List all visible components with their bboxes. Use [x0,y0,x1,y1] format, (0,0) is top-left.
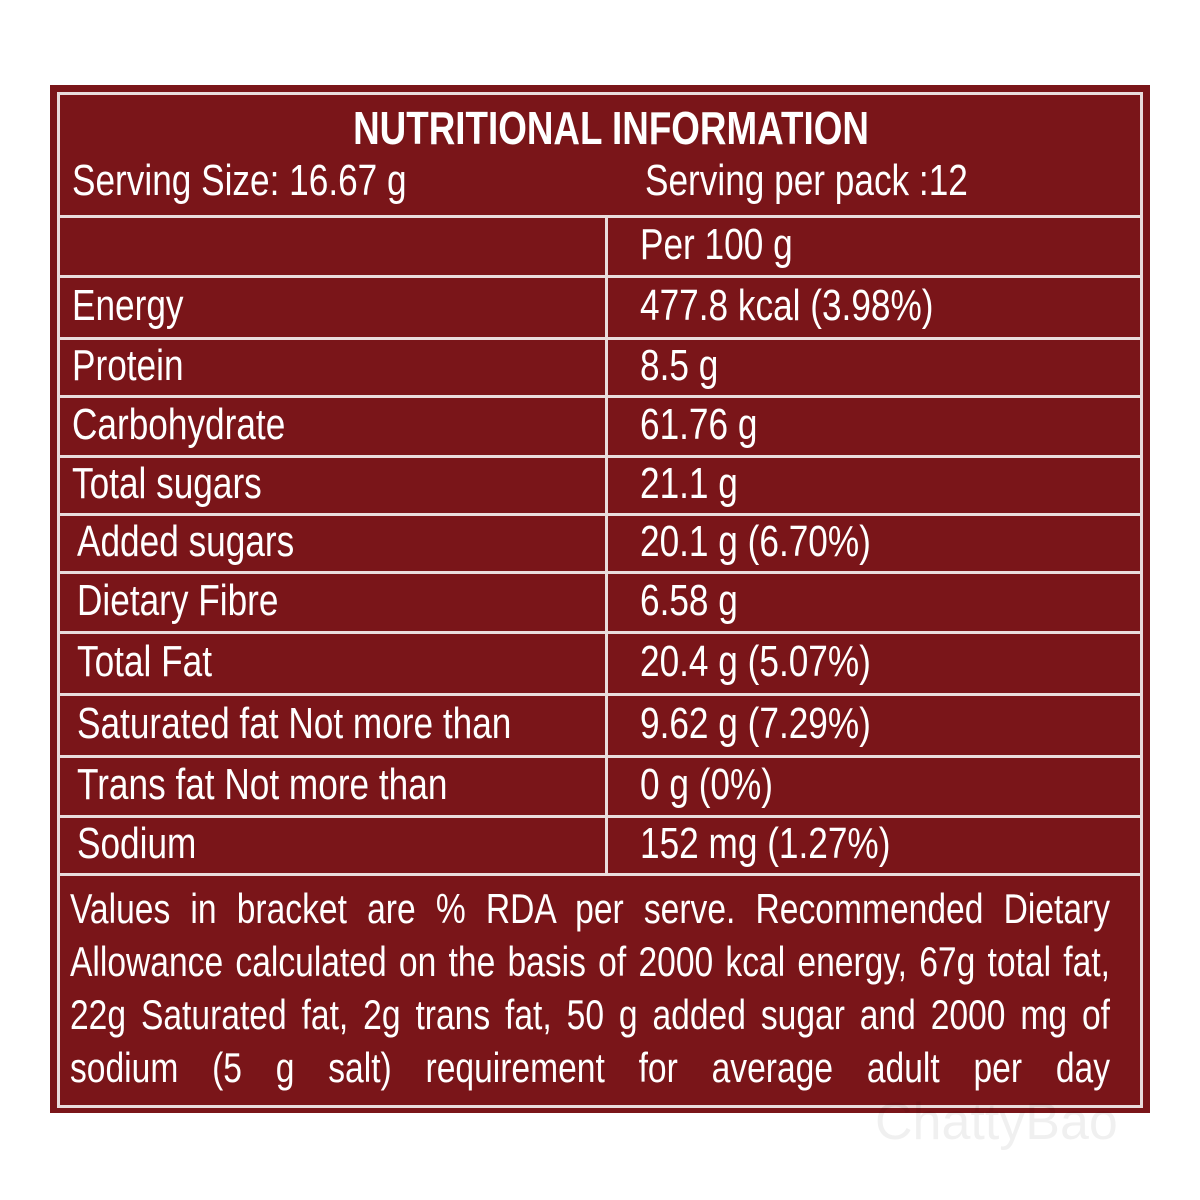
nutrient-name: Total sugars [72,459,262,508]
footnote-line: sodium (5 g salt) requirement for averag… [70,1044,1110,1091]
servings-per-pack: Serving per pack :12 [645,156,968,205]
nutrient-value: 8.5 g [640,341,719,390]
nutrition-panel: NUTRITIONAL INFORMATION Serving Size: 16.… [50,85,1150,1113]
row-divider [57,275,1143,278]
footnote-line: Allowance calculated on the basis of 200… [70,938,1110,985]
nutrient-name: Dietary Fibre [77,576,279,625]
nutrient-name: Sodium [77,819,197,868]
row-divider [57,693,1143,696]
serving-size: Serving Size: 16.67 g [72,156,407,205]
footnote-line: 22g Saturated fat, 2g trans fat, 50 g ad… [70,991,1110,1038]
row-divider [57,815,1143,818]
nutrient-value: 61.76 g [640,400,758,449]
row-divider [57,337,1143,340]
nutrient-name: Protein [72,341,184,390]
nutrient-name: Carbohydrate [72,400,286,449]
row-divider [57,571,1143,574]
row-divider [57,513,1143,516]
nutrient-value: 477.8 kcal (3.98%) [640,281,934,330]
row-divider [57,455,1143,458]
nutrient-value: 0 g (0%) [640,760,774,809]
nutrient-value: 152 mg (1.27%) [640,819,891,868]
nutrient-name: Energy [72,281,184,330]
title: NUTRITIONAL INFORMATION [353,102,869,154]
nutrient-value: 6.58 g [640,576,738,625]
nutrient-value: 21.1 g [640,459,738,508]
row-divider [57,215,1143,218]
row-divider [57,395,1143,398]
nutrient-name: Saturated fat Not more than [77,699,512,748]
watermark: ChattyBao [875,1093,1118,1151]
column-divider [605,215,608,876]
nutrient-name: Total Fat [77,637,212,686]
nutrient-value: 9.62 g (7.29%) [640,699,871,748]
row-divider [57,755,1143,758]
footnote-line: Values in bracket are % RDA per serve. R… [70,885,1110,932]
row-divider [57,873,1143,876]
row-divider [57,631,1143,634]
panel-border [57,92,1143,1108]
nutrient-name: Added sugars [77,517,295,566]
nutrient-value: 20.1 g (6.70%) [640,517,871,566]
column-header: Per 100 g [640,220,793,269]
nutrient-name: Trans fat Not more than [77,760,448,809]
nutrient-value: 20.4 g (5.07%) [640,637,871,686]
